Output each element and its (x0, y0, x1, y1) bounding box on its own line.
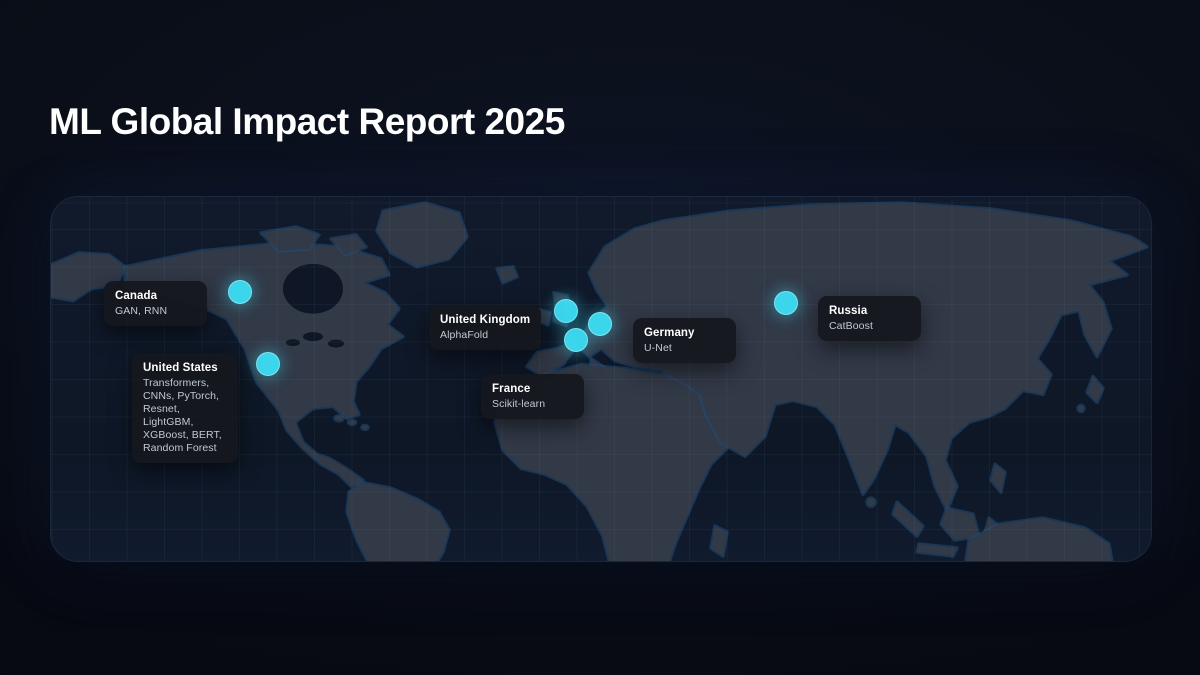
country-name: United Kingdom (440, 314, 531, 326)
continent-shape (329, 233, 368, 257)
continent-shape (495, 265, 519, 285)
map-marker-germany[interactable] (588, 312, 612, 336)
island-shape (865, 496, 877, 508)
island-shape (891, 500, 925, 538)
country-tooltip-canada: Canada GAN, RNN (104, 281, 207, 326)
island-shape (333, 414, 345, 423)
country-models: Transformers, CNNs, PyTorch, Resnet, Lig… (143, 377, 222, 454)
island-shape (939, 506, 981, 542)
island-shape (1085, 374, 1105, 405)
country-tooltip-germany: Germany U-Net (633, 318, 736, 363)
country-tooltip-united-states: United States Transformers, CNNs, PyTorch… (132, 353, 238, 463)
country-models: U-Net (644, 342, 672, 354)
country-name: Germany (644, 327, 695, 339)
country-tooltip-france: France Scikit-learn (481, 374, 584, 419)
country-models: GAN, RNN (115, 305, 168, 317)
great-lake (328, 339, 344, 348)
country-tooltip-united-kingdom: United Kingdom AlphaFold (429, 305, 542, 350)
hudson-bay (283, 263, 343, 314)
continent-shape (964, 516, 1114, 561)
map-marker-france[interactable] (564, 328, 588, 352)
great-lake (286, 339, 300, 347)
island-shape (709, 524, 729, 558)
marker-layer: Canada GAN, RNN United States Transformers,… (51, 197, 1151, 561)
map-marker-russia[interactable] (774, 291, 798, 315)
island-shape (915, 542, 959, 558)
country-models: Scikit-learn (492, 398, 546, 410)
country-name: France (492, 383, 531, 395)
map-marker-united-states[interactable] (256, 352, 280, 376)
country-name: Canada (115, 290, 158, 302)
continent-shape (345, 480, 451, 561)
great-lake (303, 332, 323, 342)
island-shape (1076, 403, 1086, 414)
page-title: ML Global Impact Report 2025 (49, 101, 565, 142)
map-marker-canada[interactable] (228, 280, 252, 304)
continent-shape (259, 225, 321, 253)
island-shape (360, 423, 370, 432)
island-shape (346, 418, 358, 427)
continent-shape (375, 201, 469, 269)
country-tooltip-russia: Russia CatBoost (818, 296, 921, 341)
country-models: AlphaFold (440, 329, 489, 341)
island-shape (989, 462, 1007, 494)
world-map-panel: Canada GAN, RNN United States Transformers,… (50, 196, 1152, 562)
country-name: United States (143, 362, 218, 374)
country-name: Russia (829, 305, 868, 317)
map-marker-united-kingdom[interactable] (554, 299, 578, 323)
country-models: CatBoost (829, 320, 873, 332)
